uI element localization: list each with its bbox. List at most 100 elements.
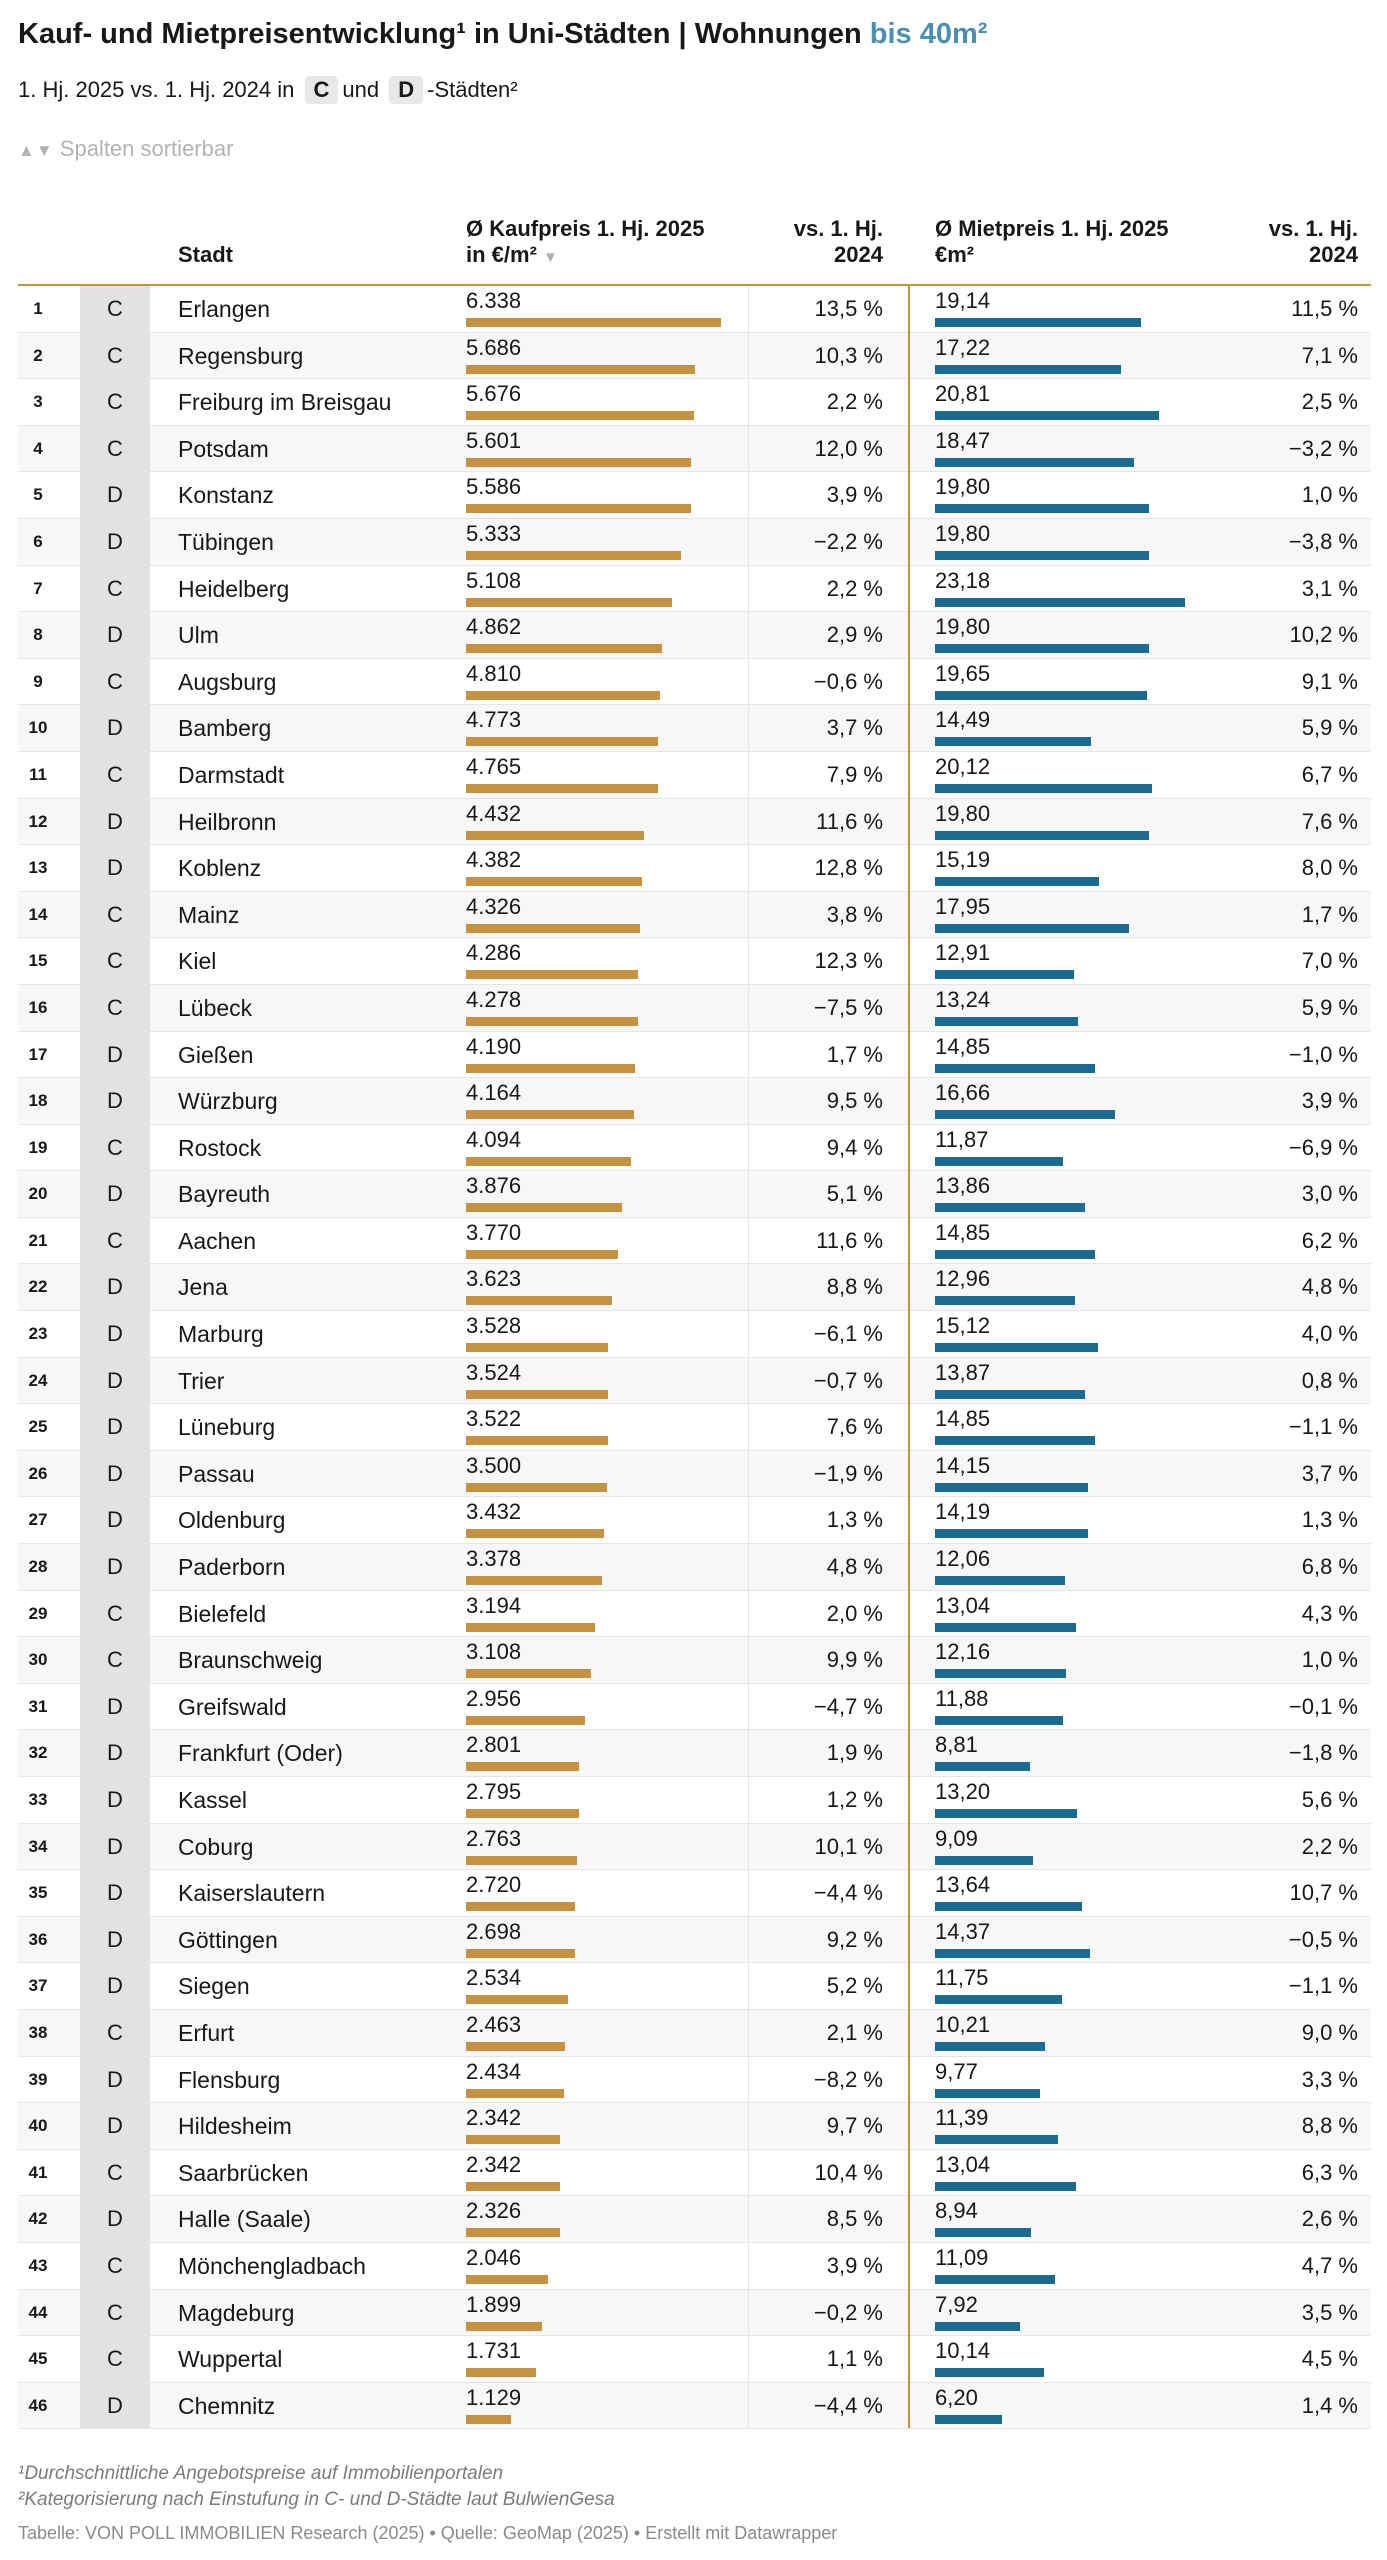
kaufpreis-change: 2,1 %	[826, 2019, 883, 2045]
mietpreis-bar	[935, 1995, 1062, 2005]
rank-label: 39	[28, 2069, 48, 2089]
city-name: Rostock	[178, 1134, 262, 1161]
category-badge: D	[80, 1823, 150, 1870]
mietpreis-value: 17,95	[935, 893, 991, 919]
city-name: Bamberg	[178, 715, 272, 742]
subtitle-und: und	[342, 77, 380, 102]
cell-divider	[748, 1590, 749, 1637]
kaufpreis-bar	[466, 1809, 579, 1818]
city-name: Bielefeld	[178, 1600, 267, 1627]
mietpreis-bar	[935, 737, 1092, 747]
mietpreis-bar	[935, 923, 1129, 933]
subtitle-c-badge: C	[304, 76, 339, 104]
cell-divider	[748, 1217, 749, 1264]
kaufpreis-change: 10,1 %	[814, 1833, 884, 1859]
kaufpreis-value: 4.326	[466, 893, 522, 919]
mietpreis-change: 9,0 %	[1301, 2019, 1358, 2045]
mietpreis-change: 9,1 %	[1301, 668, 1358, 694]
footnote-2: ²Kategorisierung nach Einstufung in C- u…	[18, 2489, 615, 2510]
mietpreis-change: 4,7 %	[1301, 2252, 1358, 2278]
kaufpreis-bar	[466, 1995, 568, 2005]
table-row: 41 C Saarbrücken 2.342 10,4 % 13,04 6,3 %	[18, 2149, 1371, 2197]
mietpreis-value: 15,19	[935, 847, 991, 873]
mietpreis-change: 7,0 %	[1301, 948, 1358, 974]
mietpreis-bar	[935, 690, 1147, 700]
mietpreis-value: 19,14	[935, 288, 991, 313]
mietpreis-bar	[935, 364, 1121, 374]
table-row: 42 D Halle (Saale) 2.326 8,5 % 8,94 2,6 %	[18, 2196, 1371, 2243]
table-row: 8 D Ulm 4.862 2,9 % 19,80 10,2 %	[18, 612, 1371, 659]
footnote-1: ¹Durchschnittliche Angebotspreise auf Im…	[18, 2463, 504, 2484]
rank-label: 38	[28, 2022, 48, 2042]
table-row: 44 C Magdeburg 1.899 −0,2 % 7,92 3,5 %	[18, 2289, 1371, 2337]
category-badge: C	[80, 2009, 150, 2056]
mietpreis-bar	[935, 1436, 1096, 1446]
kaufpreis-change: 8,8 %	[826, 1274, 883, 1300]
kaufpreis-bar	[466, 1622, 595, 1632]
category-badge: D	[80, 1171, 150, 1217]
kaufpreis-value: 4.765	[466, 753, 522, 779]
table-row: 45 C Wuppertal 1.731 1,1 % 10,14 4,5 %	[18, 2336, 1371, 2383]
kaufpreis-change: −8,2 %	[813, 2066, 883, 2092]
mietpreis-change: −3,2 %	[1288, 435, 1358, 461]
table-row: 11 C Darmstadt 4.765 7,9 % 20,12 6,7 %	[18, 751, 1371, 799]
mietpreis-bar	[935, 1389, 1085, 1399]
category-badge: C	[80, 379, 150, 425]
mietpreis-change: 10,7 %	[1289, 1880, 1359, 1906]
kaufpreis-change: 10,3 %	[814, 342, 884, 368]
category-badge: C	[80, 751, 150, 798]
city-name: Halle (Saale)	[178, 2206, 311, 2233]
mietpreis-bar	[935, 1855, 1033, 1865]
table-row: 19 C Rostock 4.094 9,4 % 11,87 −6,9 %	[18, 1124, 1371, 1172]
city-name: Augsburg	[178, 668, 277, 695]
cell-divider	[748, 2196, 749, 2242]
kaufpreis-change: −0,2 %	[813, 2299, 883, 2325]
kaufpreis-bar	[466, 1902, 576, 1912]
column-header-mietpreis[interactable]: Ø Mietpreis 1. Hj. 2025 €m²	[935, 216, 1169, 268]
kaufpreis-change: −1,9 %	[813, 1460, 883, 1486]
kaufpreis-value: 2.463	[466, 2011, 522, 2037]
rank-label: 13	[28, 858, 48, 878]
kaufpreis-value: 2.434	[466, 2058, 522, 2084]
city-name: Oldenburg	[178, 1507, 286, 1534]
column-header-miet-change[interactable]: vs. 1. Hj. 2024	[1210, 216, 1358, 268]
category-badge: D	[80, 1777, 150, 1823]
rank-label: 27	[28, 1510, 48, 1530]
rank-label: 4	[33, 438, 43, 458]
kaufpreis-value: 2.046	[466, 2244, 522, 2270]
mietpreis-change: 5,9 %	[1301, 715, 1358, 741]
mietpreis-value: 13,04	[935, 1592, 991, 1618]
mietpreis-value: 13,24	[935, 986, 991, 1012]
kaufpreis-value: 2.342	[466, 2151, 522, 2177]
column-header-kauf-change[interactable]: vs. 1. Hj. 2024	[740, 216, 883, 268]
mietpreis-value: 18,47	[935, 427, 991, 453]
rank-label: 18	[28, 1091, 48, 1111]
kaufpreis-value: 5.601	[466, 427, 522, 453]
kaufpreis-change: 3,7 %	[826, 715, 883, 741]
category-badge: D	[80, 1450, 150, 1497]
column-header-kaufpreis[interactable]: Ø Kaufpreis 1. Hj. 2025 in €/m² ▼	[466, 216, 704, 271]
category-badge: C	[80, 984, 150, 1031]
kaufpreis-value: 3.194	[466, 1592, 522, 1618]
mietpreis-change: 4,0 %	[1301, 1321, 1358, 1347]
kaufpreis-header-line1: Ø Kaufpreis 1. Hj. 2025	[466, 216, 705, 241]
city-name: Magdeburg	[178, 2299, 295, 2326]
cell-divider	[748, 2149, 749, 2196]
mietpreis-change: 1,7 %	[1301, 901, 1358, 927]
rank-label: 33	[28, 1790, 48, 1809]
kaufpreis-value: 4.286	[466, 940, 522, 966]
kaufpreis-value: 4.773	[466, 707, 522, 733]
cell-divider	[748, 1916, 749, 1963]
kaufpreis-value: 3.432	[466, 1499, 522, 1525]
category-badge: D	[80, 1544, 150, 1590]
category-badge: D	[80, 2382, 150, 2429]
column-header-stadt[interactable]: Stadt	[178, 242, 233, 268]
kaufpreis-bar	[466, 1715, 585, 1725]
mietpreis-change: 6,7 %	[1301, 761, 1358, 787]
category-badge: D	[80, 2196, 150, 2242]
category-badge: D	[80, 518, 150, 565]
mietpreis-value: 9,09	[935, 1825, 978, 1851]
sort-arrows-icon: ▲▼	[18, 141, 54, 160]
category-badge: D	[80, 705, 150, 751]
kaufpreis-bar	[466, 1436, 608, 1446]
